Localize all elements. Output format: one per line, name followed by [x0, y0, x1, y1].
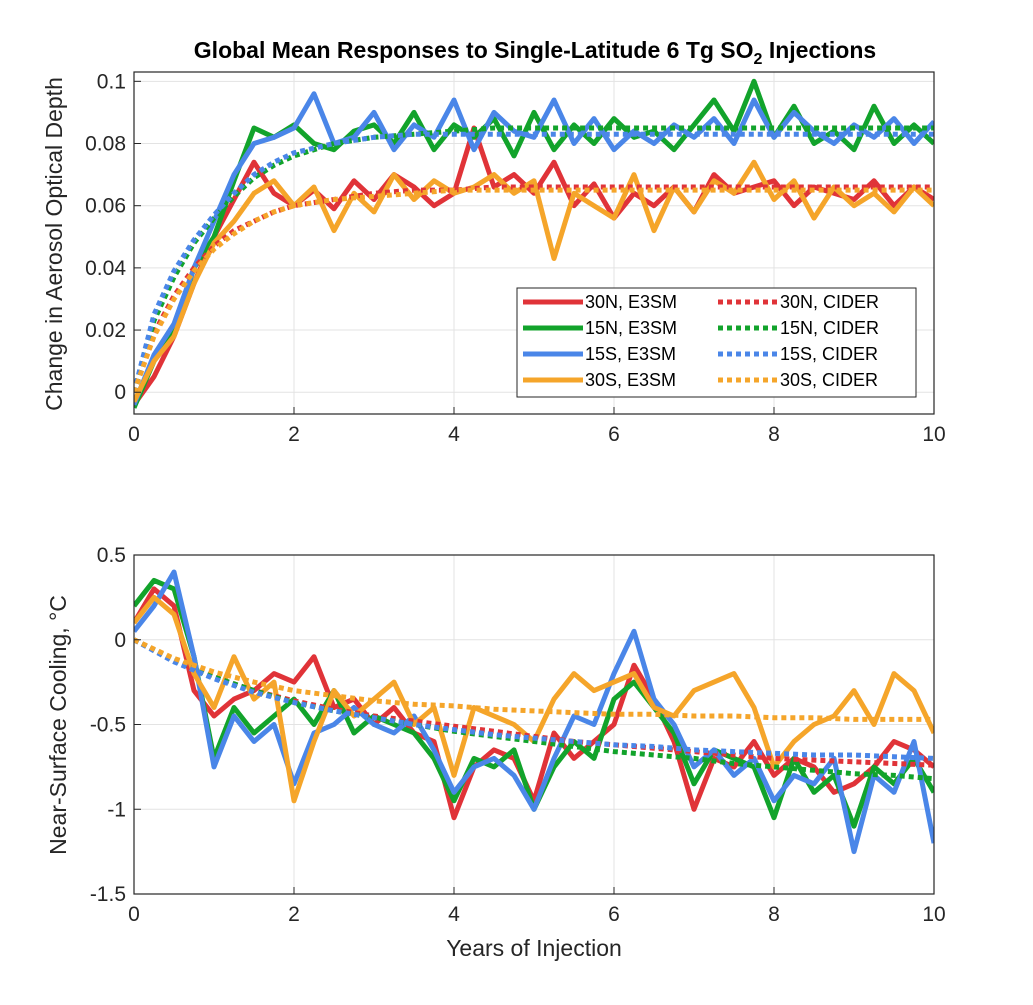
aod-xtick-label: 0 — [128, 423, 140, 446]
cooling-ytick-label: 0 — [114, 629, 126, 652]
cooling-series-group — [134, 569, 934, 855]
aod-series-30s-e3sm — [134, 159, 934, 403]
aod-ytick-label: 0.02 — [85, 319, 126, 342]
cooling-series-30s-cider — [134, 637, 934, 722]
cooling-xtick-label: 0 — [128, 903, 140, 926]
cooling-series-15n-e3sm — [134, 577, 934, 829]
aod-xtick-label: 10 — [922, 423, 945, 446]
aod-xtick-label: 6 — [608, 423, 620, 446]
aod-chart: 0 2 4 6 8 10 0 0.02 0.04 0.06 0.08 0.1 Change in Ae… — [41, 70, 946, 446]
cooling-series-15s-cider — [134, 637, 934, 761]
x-axis-label: Years of Injection — [446, 935, 622, 961]
cooling-xtick-label: 10 — [922, 903, 945, 926]
aod-xtick-label: 2 — [288, 423, 300, 446]
cooling-ytick-label: 0.5 — [97, 544, 126, 567]
legend-label: 30S, CIDER — [780, 370, 878, 390]
cooling-xtick-label: 4 — [448, 903, 460, 926]
aod-series-15n-cider — [134, 125, 934, 393]
legend-box — [516, 287, 917, 398]
legend-label: 15S, E3SM — [585, 344, 676, 364]
aod-series-30s-cider — [134, 187, 934, 394]
cooling-chart: 0 2 4 6 8 10 -1.5 -1 -0.5 0 0.5 Near-Surface Cooli… — [45, 544, 946, 961]
aod-xtick-label: 4 — [448, 423, 460, 446]
aod-ytick-label: 0.08 — [85, 133, 126, 156]
cooling-xtick-label: 8 — [768, 903, 780, 926]
aod-ytick-label: 0.1 — [97, 70, 126, 93]
cooling-lines — [134, 569, 934, 855]
legend-label: 30N, E3SM — [585, 292, 677, 312]
legend-label: 30S, E3SM — [585, 370, 676, 390]
aod-series-15s-e3sm — [134, 91, 934, 406]
aod-ticks: 0 2 4 6 8 10 0 0.02 0.04 0.06 0.08 0.1 — [85, 70, 946, 446]
cooling-series-15s-e3sm — [134, 569, 934, 855]
cooling-y-axis-label: Near-Surface Cooling, °C — [45, 595, 71, 855]
aod-y-axis-label: Change in Aerosol Optical Depth — [41, 77, 67, 411]
cooling-xtick-label: 2 — [288, 903, 300, 926]
aod-plot-frame — [133, 71, 935, 415]
legend-label: 15N, E3SM — [585, 318, 677, 338]
cooling-ticks: 0 2 4 6 8 10 -1.5 -1 -0.5 0 0.5 — [90, 544, 946, 926]
aod-lines — [134, 78, 934, 409]
cooling-xtick-label: 6 — [608, 903, 620, 926]
aod-ytick-label: 0.06 — [85, 195, 126, 218]
legend: 30N, E3SM 30N, CIDER 15N, E3SM 15N, CIDER 15… — [516, 287, 917, 398]
cooling-series-30n-cider — [134, 637, 934, 768]
legend-label: 15N, CIDER — [780, 318, 879, 338]
cooling-ytick-label: -0.5 — [90, 714, 126, 737]
aod-ytick-label: 0 — [114, 381, 126, 404]
cooling-ytick-label: -1 — [107, 798, 126, 821]
aod-xtick-label: 8 — [768, 423, 780, 446]
aod-series-15s-cider — [134, 131, 934, 393]
aod-ytick-label: 0.04 — [85, 257, 126, 280]
figure-title: Global Mean Responses to Single-Latitude… — [194, 37, 876, 68]
cooling-ytick-label: -1.5 — [90, 883, 126, 906]
cooling-series-30n-e3sm — [134, 586, 934, 821]
aod-series-group — [134, 78, 934, 409]
legend-label: 30N, CIDER — [780, 292, 879, 312]
legend-label: 15S, CIDER — [780, 344, 878, 364]
